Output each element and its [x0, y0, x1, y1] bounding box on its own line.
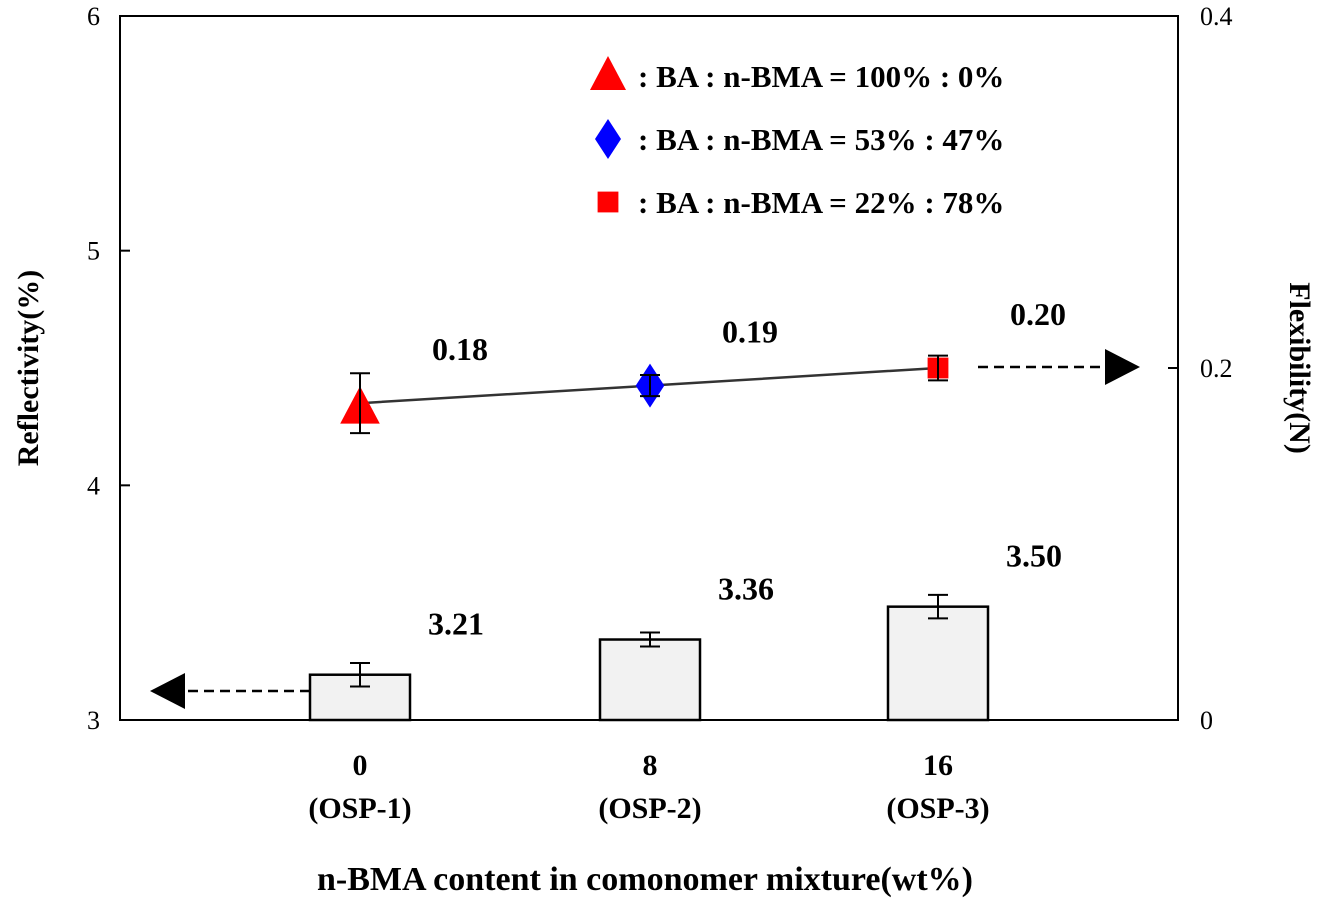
x-tick-label: 0 [353, 749, 368, 782]
legend-marker-triangle [590, 56, 626, 90]
x-axis-label: n-BMA content in comonomer mixture(wt%) [317, 861, 973, 898]
x-tick-sublabel: (OSP-2) [598, 792, 701, 825]
y-left-tick-label: 3 [87, 706, 100, 735]
bar-data-label: 3.50 [1006, 538, 1062, 574]
y-right-tick-label: 0.4 [1200, 2, 1233, 31]
bar-data-label: 3.36 [718, 571, 774, 607]
bar [598, 638, 702, 722]
y-left-tick-label: 6 [87, 2, 100, 31]
y-right-tick-label: 0 [1200, 706, 1213, 735]
legend-entry: : BA : n-BMA = 53% : 47% [638, 122, 1004, 157]
x-tick-label: 16 [923, 749, 953, 782]
y-axis-right-label: Flexibility(N) [1283, 282, 1316, 454]
line-data-label: 0.20 [1010, 296, 1066, 332]
bar-data-label: 3.21 [428, 606, 484, 642]
legend-entry: : BA : n-BMA = 100% : 0% [638, 59, 1004, 94]
left-arrow-icon [150, 673, 185, 709]
line-data-label: 0.18 [432, 331, 488, 367]
x-tick-label: 8 [643, 749, 658, 782]
y-right-tick-label: 0.2 [1200, 354, 1233, 383]
bar [886, 605, 990, 722]
y-left-tick-label: 4 [87, 471, 100, 500]
y-left-tick-label: 5 [87, 237, 100, 266]
legend-marker-square [597, 191, 619, 213]
x-tick-sublabel: (OSP-3) [886, 792, 989, 825]
x-tick-sublabel: (OSP-1) [308, 792, 411, 825]
right-arrow-icon [1105, 349, 1140, 385]
legend-entry: : BA : n-BMA = 22% : 78% [638, 185, 1004, 220]
line-data-label: 0.19 [722, 314, 778, 350]
y-axis-left-label: Reflectivity(%) [12, 270, 45, 467]
legend-marker-diamond [595, 119, 621, 159]
